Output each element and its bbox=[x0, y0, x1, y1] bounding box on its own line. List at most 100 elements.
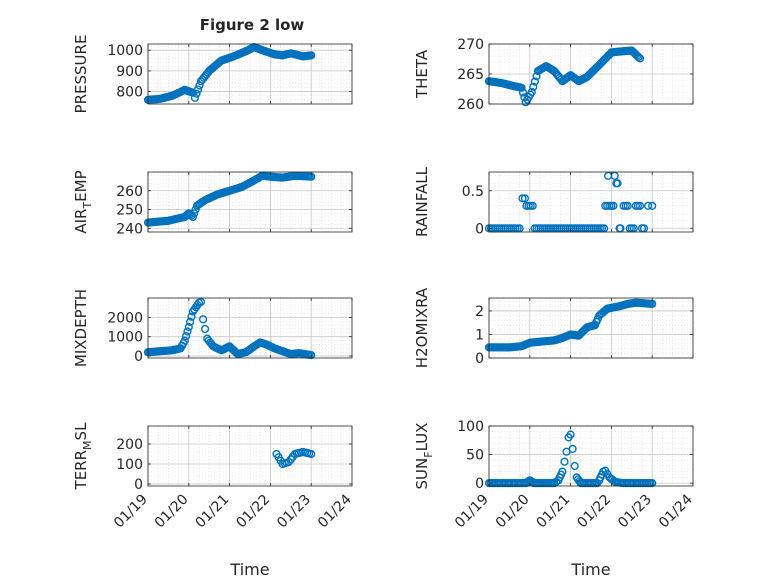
y-tick-label: 0 bbox=[475, 351, 484, 367]
y-tick-label: 1000 bbox=[107, 330, 143, 346]
data-point bbox=[635, 54, 645, 63]
x-tick-label: 01/21 bbox=[193, 492, 233, 532]
subplot-7: 0 100 200 TERRMSL 01/19 01/20 01/21 01/22 01/23 0… bbox=[72, 422, 355, 579]
subplot-8: 0 50 100 SUNFLUX 01/19 01/20 01/21 01/22 01/23 01… bbox=[413, 419, 696, 579]
data-point bbox=[201, 324, 210, 334]
data-point bbox=[187, 312, 196, 321]
data-point bbox=[307, 351, 316, 360]
subplot-2: 260 265 270 THETA bbox=[413, 37, 694, 113]
x-tick-label: 01/24 bbox=[656, 491, 696, 531]
x-tick-label: 01/20 bbox=[493, 492, 533, 532]
data-point bbox=[643, 201, 653, 210]
data-point bbox=[528, 201, 537, 210]
x-tick-label: 01/19 bbox=[111, 492, 151, 532]
axes-frame bbox=[147, 297, 353, 359]
y-tick-label: 270 bbox=[457, 37, 484, 53]
y-tick-label: 100 bbox=[116, 457, 143, 473]
y-tick-label: 200 bbox=[116, 437, 143, 453]
data-point bbox=[610, 171, 619, 180]
y-tick-label: 900 bbox=[116, 64, 143, 80]
y-axis-label: PRESSURE bbox=[72, 35, 90, 114]
data-point bbox=[560, 457, 569, 466]
axes-frame bbox=[488, 297, 694, 359]
data-point bbox=[558, 467, 567, 476]
y-tick-label: 265 bbox=[457, 67, 484, 83]
x-tick-label: 01/23 bbox=[615, 492, 655, 532]
data-point bbox=[623, 201, 632, 210]
x-tick-label: 01/22 bbox=[574, 492, 614, 532]
subplot-3: 240 250 260 AIRTEMP bbox=[72, 170, 353, 237]
data-point bbox=[186, 317, 195, 327]
data-point bbox=[565, 72, 574, 81]
data-point bbox=[182, 332, 191, 341]
y-tick-label: 100 bbox=[457, 419, 484, 435]
data-point bbox=[609, 201, 618, 210]
y-axis-label: H2OMIXRA bbox=[413, 287, 431, 368]
y-tick-label: 0 bbox=[134, 477, 143, 493]
subplot-1: 800 900 1000 PRESSURE bbox=[72, 35, 353, 114]
data-point bbox=[180, 336, 189, 345]
data-point bbox=[529, 82, 538, 91]
x-tick-label: 01/22 bbox=[233, 492, 273, 532]
x-axis-label: Time bbox=[570, 560, 610, 579]
x-tick-label: 01/21 bbox=[534, 492, 574, 532]
axes-frame bbox=[488, 425, 694, 487]
data-point bbox=[520, 194, 530, 203]
y-tick-label: 1000 bbox=[107, 43, 143, 59]
axes-frame bbox=[147, 171, 353, 233]
x-tick-label: 01/24 bbox=[315, 491, 355, 531]
data-point bbox=[193, 85, 203, 94]
data-point bbox=[530, 77, 540, 86]
y-axis-label: TERRMSL bbox=[72, 422, 94, 491]
x-axis-label: Time bbox=[229, 560, 269, 579]
y-axis-label: THETA bbox=[413, 49, 431, 99]
y-tick-label: 0 bbox=[134, 349, 143, 365]
axes-frame bbox=[147, 425, 353, 487]
axes-frame bbox=[488, 171, 694, 233]
data-point bbox=[518, 194, 527, 203]
y-tick-label: 0.5 bbox=[462, 184, 484, 200]
figure-title: Figure 2 low bbox=[200, 16, 305, 34]
y-tick-label: 0 bbox=[475, 476, 484, 492]
y-axis-label: RAINFALL bbox=[413, 166, 431, 237]
y-tick-label: 2 bbox=[475, 304, 484, 320]
data-point bbox=[188, 212, 198, 222]
data-point bbox=[307, 51, 316, 60]
data-point bbox=[568, 444, 577, 454]
data-point bbox=[635, 201, 645, 210]
y-tick-label: 260 bbox=[457, 97, 484, 113]
data-point bbox=[307, 449, 316, 459]
data-point bbox=[566, 430, 575, 439]
data-point bbox=[517, 83, 526, 92]
subplot-6: 0 1 2 H2OMIXRA bbox=[413, 287, 694, 368]
data-point bbox=[648, 201, 657, 210]
x-tick-label: 01/23 bbox=[274, 492, 314, 532]
data-point bbox=[190, 209, 199, 218]
data-point bbox=[613, 179, 622, 188]
y-tick-label: 250 bbox=[116, 203, 143, 219]
data-point bbox=[183, 327, 192, 336]
data-point bbox=[190, 93, 200, 102]
axes-frame bbox=[147, 43, 353, 105]
data-point bbox=[570, 461, 579, 471]
data-point bbox=[196, 297, 206, 307]
y-tick-label: 260 bbox=[116, 184, 143, 200]
data-point bbox=[527, 87, 536, 97]
x-tick-label: 01/19 bbox=[452, 492, 492, 532]
x-tick-label: 01/20 bbox=[152, 492, 192, 532]
data-point bbox=[199, 315, 208, 324]
data-point bbox=[192, 89, 201, 98]
data-point bbox=[184, 322, 193, 332]
subplot-4: 0 0.5 RAINFALL bbox=[413, 166, 694, 237]
y-tick-label: 0 bbox=[475, 221, 484, 237]
y-axis-label: AIRTEMP bbox=[72, 170, 94, 233]
y-axis-label: SUNFLUX bbox=[413, 423, 435, 490]
data-point bbox=[634, 52, 643, 62]
y-tick-label: 50 bbox=[466, 448, 484, 464]
y-axis-label: MIXDEPTH bbox=[72, 289, 90, 367]
y-tick-label: 2000 bbox=[107, 310, 143, 326]
data-point bbox=[518, 88, 528, 97]
subplot-5: 0 1000 2000 MIXDEPTH bbox=[72, 289, 353, 367]
y-tick-label: 240 bbox=[116, 221, 143, 237]
